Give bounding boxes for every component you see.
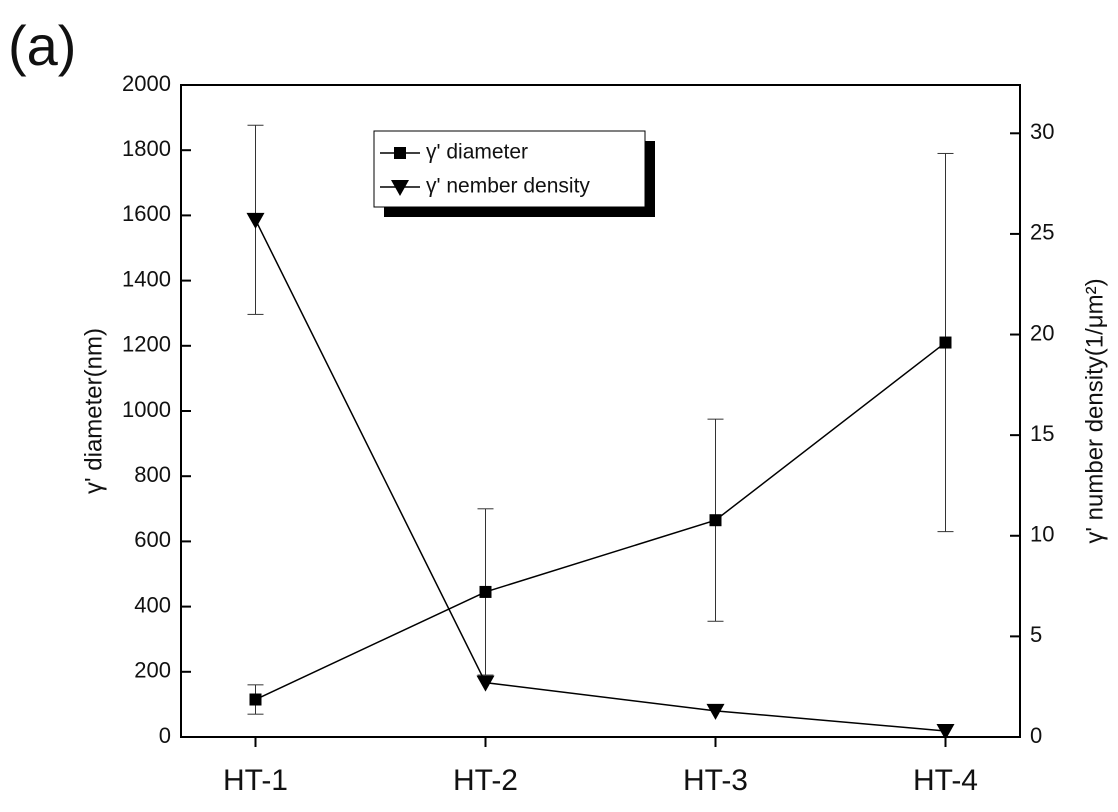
x-tick-label: HT-2 [453, 764, 518, 797]
y2-axis-label: γ' number density(1/μm²) [1081, 278, 1108, 543]
y-tick-label: 1400 [122, 266, 171, 291]
data-point [709, 514, 722, 527]
y2-tick-label: 20 [1030, 320, 1054, 345]
data-point [936, 723, 955, 740]
panel-label: (a) [8, 14, 76, 77]
y-tick-label: 600 [134, 527, 171, 552]
data-point [706, 703, 725, 720]
y-axis-label: γ' diameter(nm) [80, 328, 107, 494]
data-point [479, 585, 492, 598]
data-point [476, 675, 495, 692]
x-tick-label: HT-4 [913, 764, 978, 797]
y-tick-label: 200 [134, 658, 171, 683]
y-tick-label: 1800 [122, 136, 171, 161]
data-point [249, 693, 262, 706]
x-tick-label: HT-1 [223, 764, 288, 797]
legend-marker [394, 147, 406, 159]
legend-label: γ' nember density [426, 175, 590, 198]
y-tick-label: 1200 [122, 332, 171, 357]
data-point [939, 336, 952, 349]
y2-tick-label: 10 [1030, 522, 1054, 547]
legend-label: γ' diameter [426, 141, 528, 164]
y2-tick-label: 0 [1030, 723, 1042, 748]
y2-tick-label: 25 [1030, 220, 1054, 245]
series-line [254, 219, 946, 732]
y-tick-label: 1000 [122, 397, 171, 422]
y-tick-label: 800 [134, 462, 171, 487]
y-tick-label: 1600 [122, 201, 171, 226]
data-point [246, 212, 265, 229]
series-line [255, 341, 946, 701]
y-tick-label: 0 [159, 723, 171, 748]
y2-tick-label: 30 [1030, 119, 1054, 144]
y2-tick-label: 5 [1030, 622, 1042, 647]
y-tick-label: 2000 [122, 71, 171, 96]
y2-tick-label: 15 [1030, 421, 1054, 446]
x-tick-label: HT-3 [683, 764, 748, 797]
legend-marker [391, 180, 409, 196]
y-tick-label: 400 [134, 592, 171, 617]
legend-box [373, 130, 646, 208]
